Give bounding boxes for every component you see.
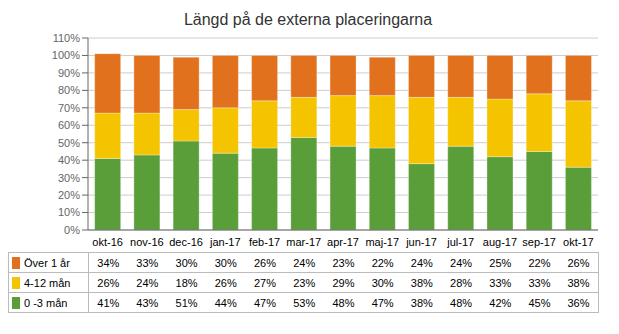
html-text:24%: 24% [136,276,159,289]
svg-text:sep-17: sep-17 [522,236,556,248]
svg-text:feb-17: feb-17 [249,236,280,248]
html-text:24%: 24% [410,256,433,269]
svg-text:100%: 100% [52,49,80,61]
html-text:30%: 30% [214,256,237,269]
html-text:30%: 30% [175,256,198,269]
html-text:27%: 27% [254,276,276,289]
html-text:24%: 24% [450,256,473,269]
html-text:26%: 26% [254,256,276,269]
html-text:18%: 18% [175,276,198,289]
html-text:26%: 26% [97,276,120,289]
svg-text:40%: 40% [58,154,80,166]
html-text:0 -3 mån: 0 -3 mån [24,297,68,309]
html-text:48%: 48% [450,296,473,309]
html-text:33%: 33% [489,276,512,289]
html-text:26%: 26% [567,256,590,269]
svg-text:mar-17: mar-17 [286,236,321,248]
html-text:48%: 48% [332,296,355,309]
html-text:24%: 24% [293,256,316,269]
html-text:26%: 26% [214,276,237,289]
html-text:33%: 33% [136,256,159,269]
html-text:38%: 38% [410,296,433,309]
html-text:53%: 53% [293,296,316,309]
svg-text:dec-16: dec-16 [169,236,203,248]
html-text:22%: 22% [371,256,394,269]
html-text:30%: 30% [371,276,394,289]
html-text:23%: 23% [293,276,316,289]
html-text:51%: 51% [175,296,198,309]
html-text:Över 1 år: Över 1 år [24,257,70,269]
html-text:38%: 38% [567,276,590,289]
html-text:36%: 36% [567,296,590,309]
html-text:33%: 33% [528,276,551,289]
svg-text:30%: 30% [58,172,80,184]
html-text:44%: 44% [214,296,237,309]
svg-text:jun-17: jun-17 [405,236,437,248]
html-text:34%: 34% [97,256,120,269]
svg-text:50%: 50% [58,137,80,149]
html-text:Längd på de externa placeringa: Längd på de externa placeringarna [183,11,433,28]
html-text:47%: 47% [254,296,276,309]
svg-text:90%: 90% [58,67,80,79]
html-text:25%: 25% [489,256,512,269]
svg-text:jan-17: jan-17 [209,236,241,248]
html-text:29%: 29% [332,276,355,289]
svg-text:70%: 70% [58,102,80,114]
svg-text:jul-17: jul-17 [446,236,474,248]
svg-text:nov-16: nov-16 [130,236,164,248]
svg-text:aug-17: aug-17 [483,236,517,248]
svg-text:60%: 60% [58,119,80,131]
svg-text:okt-16: okt-16 [92,236,123,248]
html-text:41%: 41% [97,296,120,309]
html-text:28%: 28% [450,276,473,289]
html-text:42%: 42% [489,296,512,309]
html-text:22%: 22% [528,256,551,269]
svg-text:okt-17: okt-17 [563,236,594,248]
html-text:47%: 47% [371,296,394,309]
svg-text:0%: 0% [64,224,80,236]
svg-text:20%: 20% [58,189,80,201]
html-text:45%: 45% [528,296,551,309]
html-text:43%: 43% [136,296,159,309]
svg-text:80%: 80% [58,84,80,96]
svg-text:10%: 10% [58,206,80,218]
html-text:38%: 38% [410,276,433,289]
html-text:4-12 mån: 4-12 mån [24,277,71,289]
html-text:23%: 23% [332,256,355,269]
svg-text:apr-17: apr-17 [327,236,359,248]
svg-text:maj-17: maj-17 [365,236,399,248]
svg-text:110%: 110% [53,32,81,44]
